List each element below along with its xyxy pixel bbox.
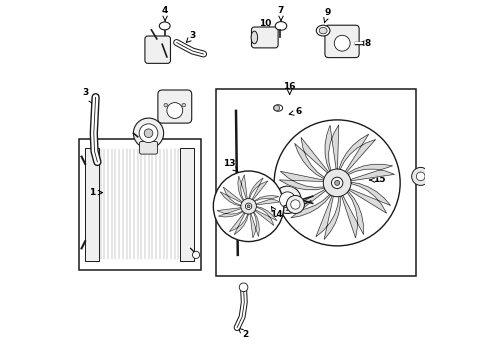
Circle shape [139,124,158,143]
Circle shape [245,203,252,210]
Bar [180,148,194,261]
Circle shape [274,186,301,213]
Text: 9: 9 [324,8,331,23]
Circle shape [241,198,256,214]
Circle shape [164,103,168,107]
Polygon shape [286,189,331,218]
Polygon shape [249,178,268,200]
Ellipse shape [251,31,258,44]
Ellipse shape [319,27,327,34]
Polygon shape [342,191,364,238]
Circle shape [247,205,250,208]
Text: 6: 6 [289,107,302,116]
Ellipse shape [316,25,330,36]
Polygon shape [217,208,243,217]
Bar [216,89,416,276]
Circle shape [213,171,284,242]
FancyBboxPatch shape [325,25,359,58]
Circle shape [193,251,199,258]
FancyBboxPatch shape [251,27,278,48]
Circle shape [167,103,183,118]
Circle shape [182,103,186,107]
Polygon shape [220,187,242,206]
Polygon shape [325,125,339,171]
FancyBboxPatch shape [145,36,171,63]
Circle shape [332,177,343,189]
Circle shape [274,105,280,111]
Bar [79,139,201,270]
Circle shape [274,120,400,246]
FancyBboxPatch shape [158,90,192,123]
Text: 10: 10 [259,19,271,31]
Polygon shape [347,164,394,181]
Circle shape [335,180,340,185]
Circle shape [286,195,304,213]
Polygon shape [229,213,248,235]
Text: 2: 2 [239,328,248,339]
Circle shape [133,118,164,148]
Text: 4: 4 [162,6,168,21]
Text: 8: 8 [359,39,370,48]
Circle shape [334,35,350,51]
Text: 14: 14 [270,207,283,219]
Text: 12: 12 [171,93,184,105]
Text: 11: 11 [138,122,150,134]
Circle shape [239,283,248,292]
Circle shape [416,172,425,181]
Polygon shape [255,206,277,225]
Polygon shape [349,182,391,213]
Text: 7: 7 [278,6,284,21]
Text: 13: 13 [222,159,238,171]
Polygon shape [279,171,324,190]
Ellipse shape [275,22,287,30]
Text: 5: 5 [150,39,157,51]
Polygon shape [254,195,280,205]
Polygon shape [238,175,247,201]
Circle shape [144,129,153,138]
Polygon shape [250,212,259,238]
Polygon shape [294,138,328,179]
Text: 3: 3 [186,31,196,42]
Polygon shape [316,196,340,239]
Text: 3: 3 [83,88,93,104]
Circle shape [291,200,300,209]
Circle shape [412,167,430,185]
FancyBboxPatch shape [140,141,157,154]
Circle shape [280,192,295,208]
Ellipse shape [159,22,170,30]
Text: 15: 15 [370,175,385,184]
Text: 1: 1 [89,188,102,197]
Text: 16: 16 [283,82,296,94]
Ellipse shape [273,105,283,111]
Bar [85,148,99,261]
Circle shape [323,169,351,197]
Polygon shape [339,134,375,172]
